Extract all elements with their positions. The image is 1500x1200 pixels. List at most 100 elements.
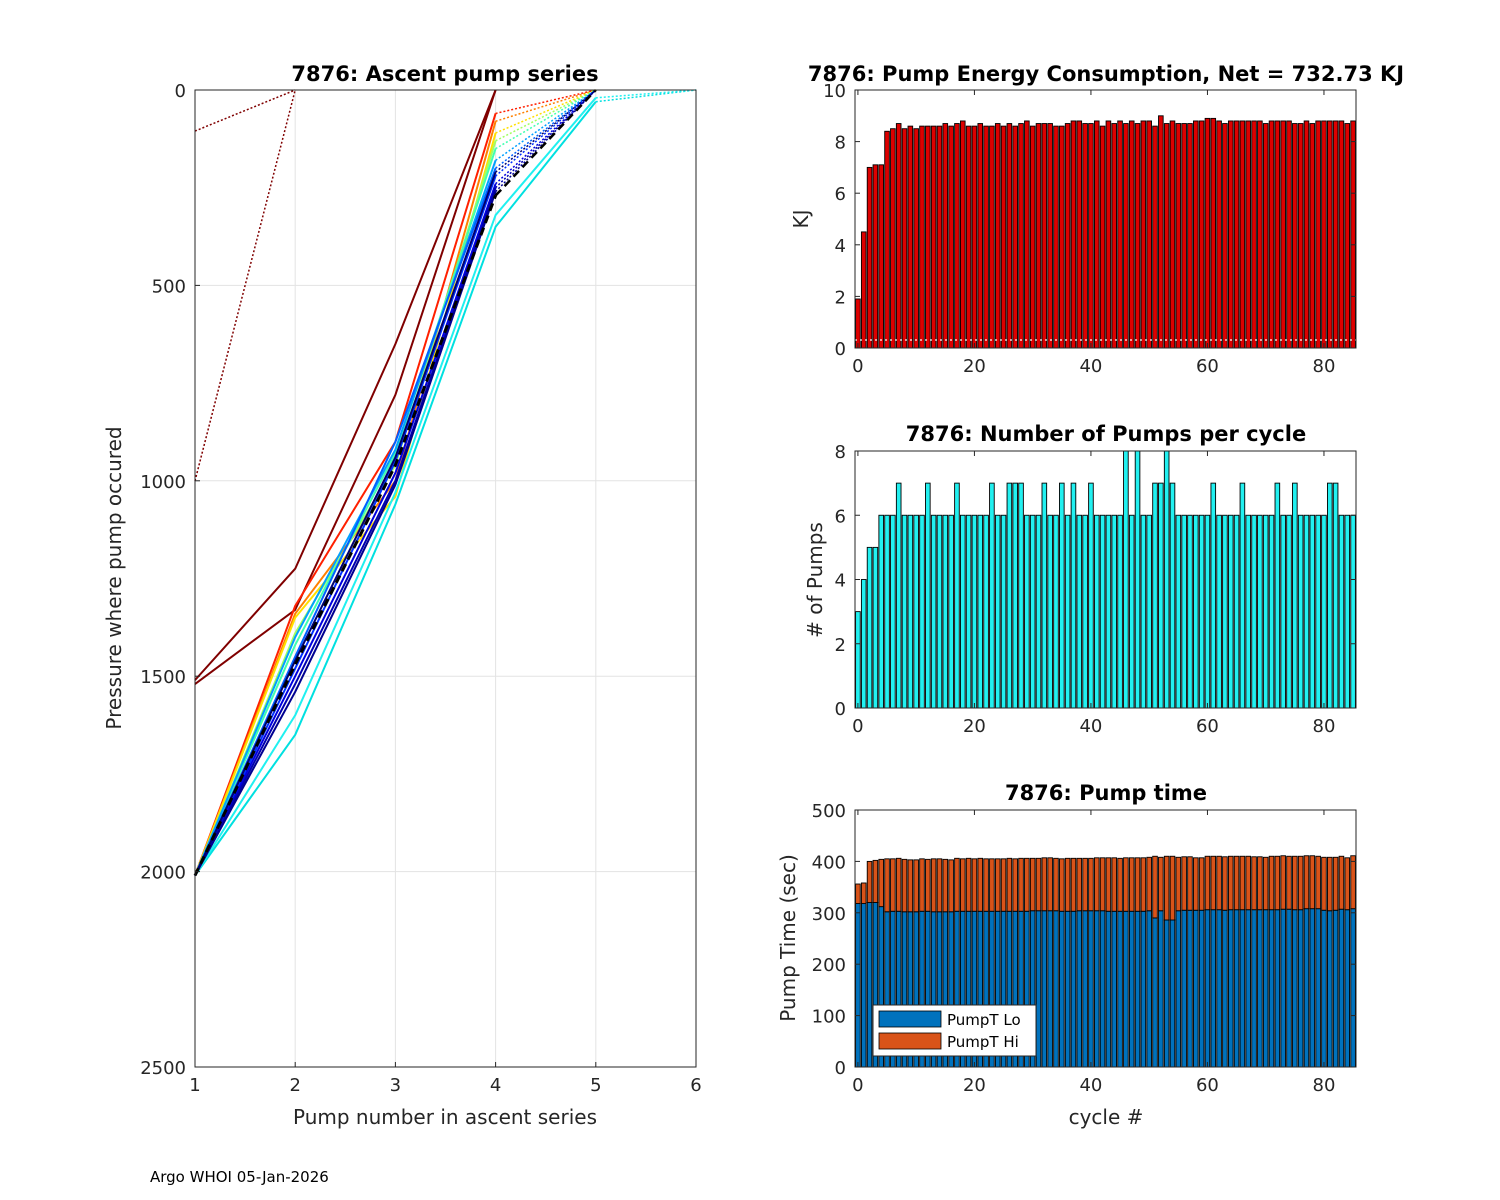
pumptime-bar (1233, 909, 1240, 1068)
pumptime-ytick-label: 500 (812, 801, 846, 822)
energy-bar (860, 231, 867, 349)
pumptime-bar (925, 858, 931, 912)
pumptime-bar (1035, 910, 1042, 1068)
pumps-bar (1274, 482, 1281, 709)
ascent-series-early-1 (194, 89, 497, 685)
pumptime-bar (971, 858, 978, 912)
ascent-xtick-label: 4 (490, 1075, 501, 1096)
pumptime-bar (1233, 855, 1240, 911)
pumps-ylabel: # of Pumps (803, 522, 827, 638)
pumptime-title: 7876: Pump time (1005, 781, 1207, 805)
pumptime-bar (1257, 909, 1263, 1068)
pumptime-chart: 0 20 40 60 80 0 100 200 300 400 500 7876: Pump tim… (776, 781, 1357, 1129)
pumptime-bar (1152, 855, 1158, 919)
pumptime-bar (1198, 857, 1205, 911)
ascent-series-c-red-1-dotted (495, 89, 596, 115)
pumptime-bar (1082, 910, 1088, 1068)
pumps-ytick-label: 6 (835, 506, 846, 527)
pumptime-bar (1251, 909, 1257, 1068)
pumps-xtick-label: 60 (1196, 716, 1219, 737)
pumps-bar (936, 514, 943, 709)
pumptime-bar (1158, 910, 1164, 1068)
pumps-bar (1152, 482, 1158, 709)
ascent-xtick-label: 5 (590, 1075, 601, 1096)
pumptime-bar (1140, 910, 1147, 1068)
pumps-ytick-label: 8 (835, 442, 846, 463)
energy-chart: 0 20 40 60 80 0 2 4 6 8 10 7876: Pump Energy Consu… (789, 62, 1404, 377)
pumptime-bar (954, 857, 960, 912)
ascent-xtick-label: 2 (289, 1075, 300, 1096)
energy-bar (1163, 123, 1170, 349)
pumptime-bar (1163, 919, 1170, 1068)
pumptime-bar (884, 858, 890, 913)
pumptime-bar (1327, 910, 1333, 1068)
energy-xtick-label: 20 (963, 356, 986, 377)
pumptime-bar (1123, 910, 1129, 1068)
pumptime-bar (1303, 855, 1310, 910)
pumptime-bar (1286, 855, 1292, 910)
pumps-ticks: 0 20 40 60 80 0 2 4 6 8 (835, 442, 1356, 737)
ascent-axes-box (194, 89, 697, 1068)
pumptime-bar (1128, 857, 1135, 912)
pumps-xtick-label: 80 (1313, 716, 1336, 737)
energy-bar (1292, 123, 1298, 349)
pumps-bar (1257, 514, 1263, 709)
pumptime-bar (1350, 855, 1356, 910)
pumptime-bar (1245, 855, 1252, 911)
energy-title: 7876: Pump Energy Consumption, Net = 732… (808, 62, 1404, 86)
pumptime-bar (1041, 857, 1048, 912)
energy-bar (901, 128, 908, 349)
energy-bar (954, 123, 960, 349)
pumptime-bar (1018, 857, 1024, 912)
energy-bar (1303, 120, 1310, 349)
pumps-bar (1035, 514, 1042, 709)
pumptime-bar (1175, 856, 1182, 912)
energy-bar (1099, 125, 1106, 349)
pumptime-bar (942, 858, 949, 913)
ascent-ytick-label: 2000 (140, 863, 186, 884)
energy-bar (1140, 120, 1147, 349)
pumps-bar (1099, 514, 1106, 709)
pumps-bar (1251, 514, 1257, 709)
pumps-bar (1076, 514, 1083, 709)
pumps-bar (1268, 514, 1275, 709)
pumps-bar (919, 514, 925, 709)
energy-bar (1093, 120, 1100, 349)
energy-bar (1105, 120, 1112, 349)
pumptime-bar (1315, 855, 1321, 910)
pumps-bar (1064, 514, 1071, 709)
pumptime-bar (1227, 909, 1234, 1068)
energy-bar (1210, 117, 1217, 349)
energy-bar (1029, 125, 1036, 349)
energy-bar (1216, 120, 1222, 349)
pumps-bar (907, 514, 914, 709)
pumps-bar (878, 514, 884, 709)
ascent-ticks: 1 2 3 4 5 6 0 500 1000 1500 2000 2500 (140, 81, 702, 1096)
pumps-bar (925, 482, 931, 709)
pumps-bar (1262, 514, 1269, 709)
ascent-ytick-label: 2500 (140, 1058, 186, 1079)
ascent-series-c-cyan-1 (194, 101, 597, 877)
pumps-bar (1105, 514, 1112, 709)
pumptime-bar (855, 903, 861, 1068)
pumps-bar (1158, 482, 1164, 709)
pumptime-bar (1198, 909, 1205, 1068)
pumps-bar (1297, 514, 1304, 709)
pumptime-bar (1309, 908, 1316, 1068)
pumptime-ytick-label: 400 (812, 852, 846, 873)
pumptime-bar (1251, 856, 1257, 911)
pumptime-bar (1111, 857, 1118, 912)
pumps-ytick-label: 4 (835, 571, 846, 592)
energy-bar (1158, 115, 1164, 349)
ascent-title: 7876: Ascent pump series (291, 62, 598, 86)
pumps-bar (1140, 514, 1147, 709)
pumptime-bar (1123, 857, 1129, 912)
pumptime-bar (866, 860, 873, 903)
pumptime-bar (1297, 909, 1304, 1068)
pumptime-bar (1047, 857, 1053, 912)
pumptime-bar (1227, 855, 1234, 911)
pumps-bar (1070, 482, 1077, 709)
pumptime-bar (1088, 910, 1094, 1068)
energy-bar (855, 298, 861, 349)
